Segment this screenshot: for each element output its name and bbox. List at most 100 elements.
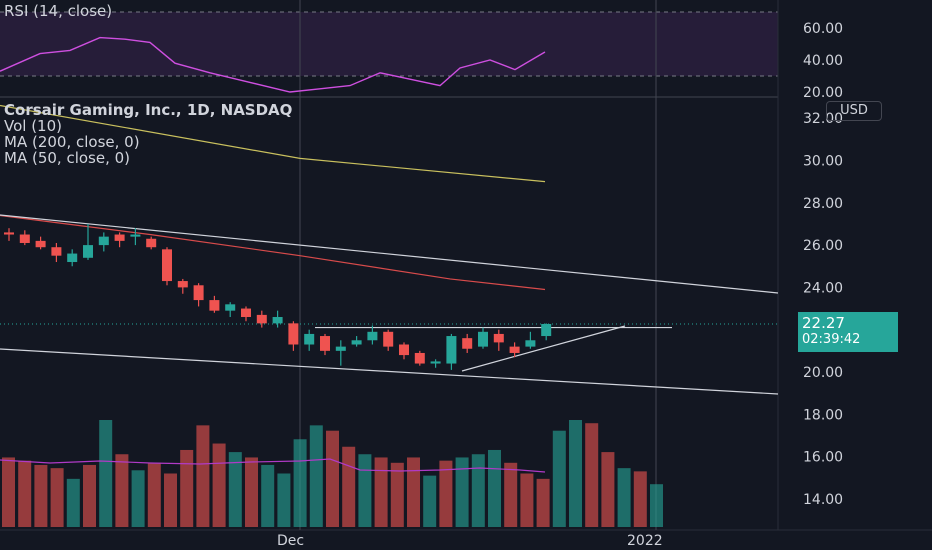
- volume-bar: [520, 473, 534, 527]
- time-axis-label: 2022: [627, 533, 663, 549]
- volume-bar: [650, 484, 663, 527]
- candle-body: [67, 253, 78, 263]
- candle-body: [209, 300, 220, 311]
- candle-body: [241, 308, 251, 318]
- candle-body: [288, 323, 299, 345]
- candle-body: [414, 352, 425, 364]
- volume-bar: [471, 454, 485, 527]
- volume-ma-line: [0, 458, 546, 473]
- candle-body: [19, 234, 30, 243]
- volume-bar: [293, 439, 307, 527]
- candle-body: [351, 340, 362, 345]
- volume-bar: [83, 464, 96, 527]
- candle-body: [114, 234, 125, 241]
- indicator-ma50[interactable]: MA (50, close, 0): [4, 149, 131, 167]
- time-axis-label: Dec: [277, 533, 304, 549]
- volume-bar: [34, 464, 48, 527]
- rsi-axis-label: 20.00: [803, 85, 843, 101]
- candle-body: [399, 344, 409, 356]
- candle-body: [335, 346, 346, 351]
- price-tag-box: [798, 312, 898, 352]
- countdown: 02:39:42: [802, 332, 861, 347]
- volume-bar: [212, 443, 226, 527]
- volume-bar: [536, 478, 550, 527]
- price-axis-label: 28.00: [803, 196, 843, 212]
- candle-body: [51, 247, 62, 256]
- candle-body: [35, 240, 46, 248]
- volume-bar: [66, 478, 80, 527]
- volume-bar: [261, 464, 275, 527]
- volume-bar: [374, 457, 388, 527]
- ma50-line: [0, 214, 546, 291]
- volume-bar: [164, 473, 177, 527]
- ma200-line: [0, 104, 546, 183]
- volume-bar: [50, 468, 64, 527]
- currency-button[interactable]: USD: [826, 101, 882, 121]
- candle-body: [478, 331, 488, 347]
- volume-bar: [455, 457, 469, 527]
- rsi-line: [0, 36, 546, 93]
- volume-bar: [585, 423, 599, 527]
- rsi-axis-label: 60.00: [803, 21, 843, 37]
- candle-body: [383, 331, 394, 347]
- candle-body: [177, 281, 188, 288]
- candle-body: [525, 340, 536, 347]
- volume-bar: [488, 449, 501, 527]
- price-axis-label: 32.00: [803, 111, 843, 127]
- volume-bar: [309, 425, 323, 527]
- candle-body: [130, 234, 141, 237]
- volume-bar: [228, 452, 242, 527]
- candle-body: [430, 361, 441, 364]
- volume-bar: [196, 425, 210, 527]
- volume-bar: [552, 430, 566, 527]
- price-axis-label: 14.00: [803, 492, 843, 508]
- candle-body: [225, 304, 236, 311]
- price-axis-label: 30.00: [803, 154, 843, 170]
- candle-body: [320, 336, 330, 351]
- indicator-vol[interactable]: Vol (10): [4, 117, 63, 135]
- price-axis-label: 24.00: [803, 280, 843, 296]
- volume-bar: [147, 462, 161, 527]
- last-price: 22.27: [802, 314, 845, 332]
- volume-bar: [18, 460, 32, 527]
- candle-body: [304, 333, 315, 345]
- volume-bar: [131, 470, 145, 527]
- volume-bar: [326, 430, 339, 527]
- candle-body: [146, 238, 157, 248]
- volume-bar: [342, 446, 356, 527]
- trendline-rising: [461, 325, 626, 372]
- volume-bar: [245, 457, 258, 527]
- candle-body: [162, 249, 172, 282]
- rsi-legend: RSI (14, close): [4, 2, 113, 20]
- volume-bar: [617, 468, 631, 527]
- volume-bar: [633, 471, 647, 527]
- volume-bar: [99, 420, 113, 527]
- symbol-title[interactable]: Corsair Gaming, Inc., 1D, NASDAQ: [4, 101, 293, 119]
- price-axis-label: 26.00: [803, 238, 843, 254]
- trendline-upper: [0, 214, 779, 294]
- volume-bar: [407, 457, 420, 527]
- trendline-lower: [0, 348, 779, 395]
- candle-body: [509, 346, 520, 353]
- candle-body: [272, 317, 283, 324]
- volume-bar: [358, 454, 372, 527]
- candle-body: [541, 323, 552, 337]
- rsi-axis-label: 40.00: [803, 53, 843, 69]
- price-axis-label: 18.00: [803, 407, 843, 423]
- candle-body: [98, 236, 109, 246]
- volume-bar: [569, 420, 582, 527]
- candle-body: [256, 314, 267, 324]
- last-price-tag: 22.27 02:39:42: [778, 312, 932, 352]
- volume-bar: [601, 452, 615, 527]
- volume-bar: [115, 454, 129, 527]
- rsi-band: [0, 12, 778, 76]
- volume-bar: [439, 460, 453, 527]
- candle-body: [462, 338, 473, 349]
- volume-bar: [390, 462, 404, 527]
- candle-body: [493, 333, 504, 343]
- price-axis-label: 16.00: [803, 450, 843, 466]
- indicator-ma200[interactable]: MA (200, close, 0): [4, 133, 140, 151]
- volume-bar: [423, 475, 437, 527]
- candle-body: [193, 285, 204, 301]
